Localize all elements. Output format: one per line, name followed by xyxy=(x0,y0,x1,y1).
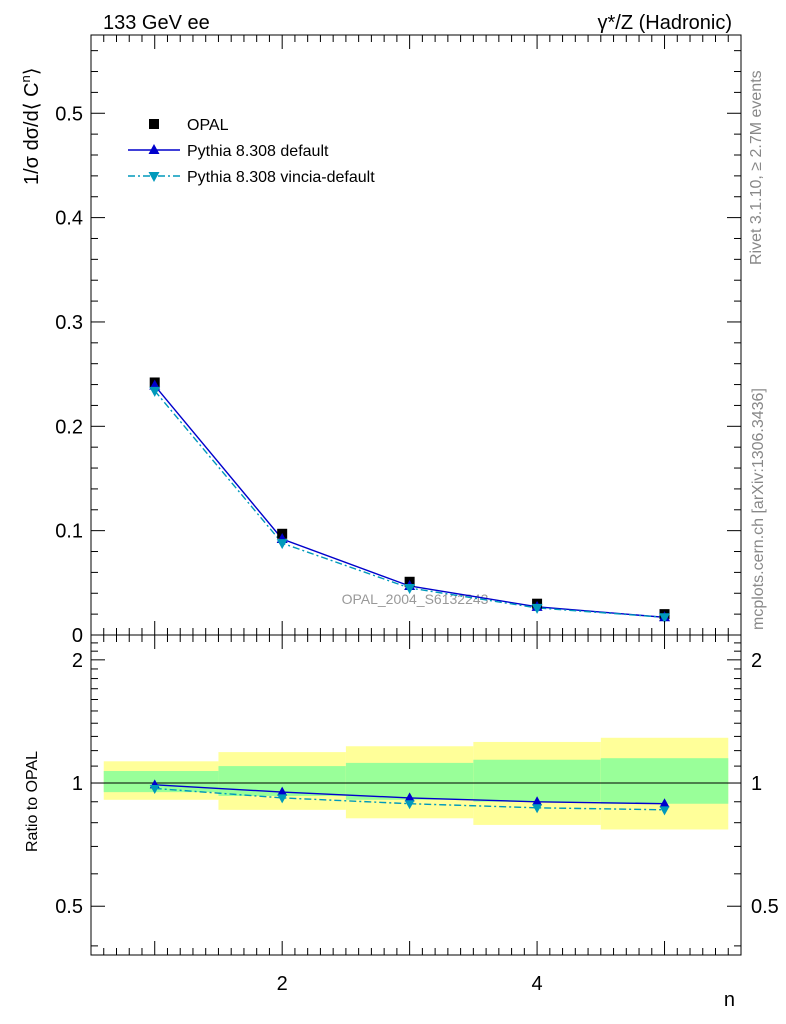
ratio-frame xyxy=(90,634,742,956)
legend-marker-default xyxy=(148,144,160,154)
ratio-point-vincia-2 xyxy=(277,794,288,804)
ratio-point-default-3 xyxy=(404,792,415,802)
ratio-ytick-label-right: 0.5 xyxy=(751,896,779,918)
ratio-point-default-2 xyxy=(277,786,288,796)
ratio-ytick-label-right: 1 xyxy=(751,773,762,795)
point-vincia-2 xyxy=(276,539,288,550)
ratio-point-vincia-4 xyxy=(532,804,543,814)
main-ytick-label: 0.3 xyxy=(55,312,83,334)
ratio-ytick-label: 0.5 xyxy=(55,896,83,918)
header-right: γ*/Z (Hadronic) xyxy=(598,12,732,34)
legend-label-opal: OPAL xyxy=(187,117,229,134)
point-vincia-4 xyxy=(531,603,543,614)
ratio-ylabel: Ratio to OPAL xyxy=(24,751,41,852)
ratio-point-default-4 xyxy=(532,796,543,806)
ratio-series-lines xyxy=(149,779,670,816)
legend-marker-opal xyxy=(149,119,159,129)
main-ytick-label: 0.1 xyxy=(55,521,83,543)
watermark-group: OPAL_2004_S6132243 xyxy=(342,591,489,607)
ratio-ytick-label-right: 2 xyxy=(751,650,762,672)
main-series-points xyxy=(149,377,671,624)
rivet-label: Rivet 3.1.10, ≥ 2.7M events xyxy=(748,70,765,265)
ratio-bands xyxy=(91,737,741,830)
mcplots-label: mcplots.cern.ch [arXiv:1306.3436] xyxy=(750,388,767,630)
band-inner-5 xyxy=(600,758,729,804)
ratio-ytick-label: 2 xyxy=(72,650,83,672)
main-ytick-label: 0.5 xyxy=(55,103,83,125)
band-inner-4 xyxy=(473,759,601,802)
point-vincia-3 xyxy=(404,584,416,595)
ratio-point-vincia-5 xyxy=(659,806,670,816)
point-vincia-1 xyxy=(149,386,161,397)
ratio-point-vincia-3 xyxy=(404,800,415,810)
ratio-xlabel: n xyxy=(724,989,735,1011)
ratio-axes: 0.5 0.5 1 1 2 2 2 4 xyxy=(55,634,779,995)
main-ylabel: 1/σ dσ/d⟨ Cn⟩ xyxy=(18,67,43,185)
ratio-ytick-label: 1 xyxy=(72,773,83,795)
watermark: OPAL_2004_S6132243 xyxy=(342,591,489,607)
legend: OPAL Pythia 8.308 default Pythia 8.308 vin… xyxy=(128,117,375,186)
main-ytick-label: 0 xyxy=(72,625,83,647)
header-left: 133 GeV ee xyxy=(103,12,210,34)
main-ytick-label: 0.4 xyxy=(55,208,83,230)
ratio-point-vincia-1 xyxy=(149,784,160,794)
ratio-point-default-5 xyxy=(659,798,670,808)
ratio-xtick-label: 2 xyxy=(277,973,288,995)
legend-label-vincia: Pythia 8.308 vincia-default xyxy=(187,169,375,186)
point-vincia-5 xyxy=(659,613,671,624)
main-ytick-label: 0.2 xyxy=(55,416,83,438)
legend-label-default: Pythia 8.308 default xyxy=(187,143,329,160)
ratio-xtick-label: 4 xyxy=(532,973,543,995)
legend-marker-vincia xyxy=(148,172,160,182)
